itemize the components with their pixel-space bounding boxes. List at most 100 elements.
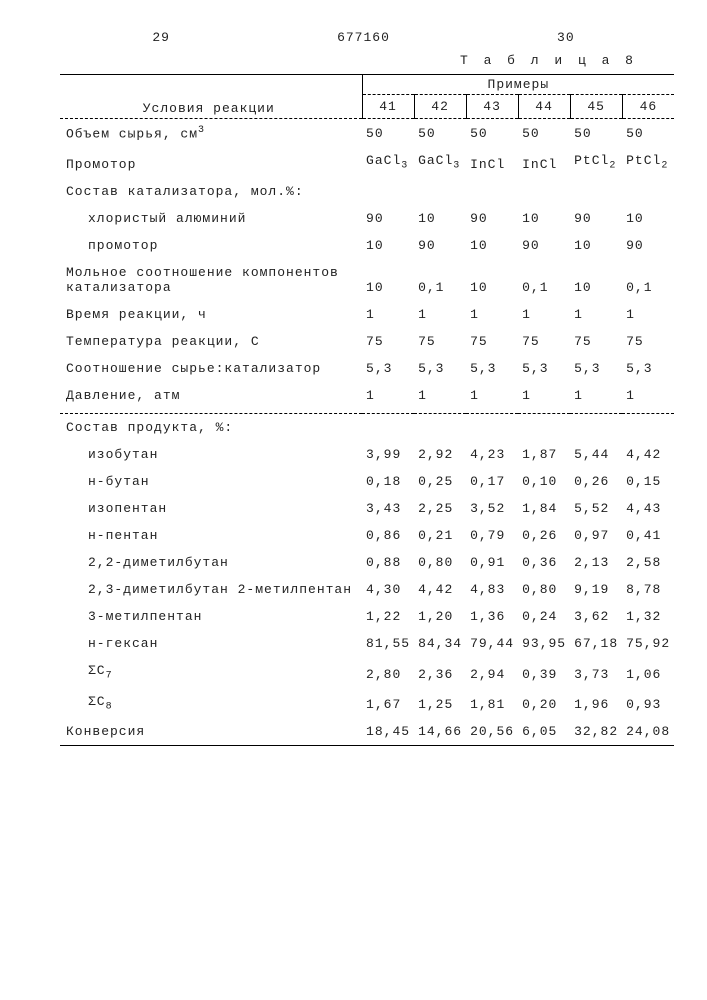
row-label: 2,3-диметилбутан 2-метилпентан xyxy=(60,576,362,603)
cell-value: 1 xyxy=(414,382,466,409)
cell-value: 0,26 xyxy=(518,522,570,549)
cell-value: 1,67 xyxy=(362,688,414,719)
cell-value: 10 xyxy=(362,232,414,259)
cell-value: 90 xyxy=(518,232,570,259)
cell-value: 1,84 xyxy=(518,495,570,522)
cell-value: 90 xyxy=(570,205,622,232)
row-label: Давление, атм xyxy=(60,382,362,409)
cell-value xyxy=(466,178,518,205)
cell-value: 50 xyxy=(622,119,674,148)
cell-value: 0,21 xyxy=(414,522,466,549)
row-label: Состав продукта, %: xyxy=(60,413,362,441)
cell-value: 8,78 xyxy=(622,576,674,603)
table-row: н-гексан81,5584,3479,4493,9567,1875,92 xyxy=(60,630,674,657)
row-label: хлористый алюминий xyxy=(60,205,362,232)
row-label: изобутан xyxy=(60,441,362,468)
cell-value: 0,18 xyxy=(362,468,414,495)
row-label: 3-метилпентан xyxy=(60,603,362,630)
cell-value: 0,79 xyxy=(466,522,518,549)
cell-value: 1 xyxy=(622,301,674,328)
cell-value: 1 xyxy=(518,301,570,328)
cell-value: 75 xyxy=(518,328,570,355)
cell-value: 4,42 xyxy=(414,576,466,603)
cell-value: PtCl2 xyxy=(570,147,622,178)
cell-value: 10 xyxy=(622,205,674,232)
cell-value: 5,3 xyxy=(622,355,674,382)
cell-value: 1 xyxy=(518,382,570,409)
table-row: н-бутан0,180,250,170,100,260,15 xyxy=(60,468,674,495)
cell-value: 3,62 xyxy=(570,603,622,630)
row-label: Состав катализатора, мол.%: xyxy=(60,178,362,205)
cell-value: 75 xyxy=(466,328,518,355)
cell-value: 75 xyxy=(362,328,414,355)
cell-value: 4,83 xyxy=(466,576,518,603)
cell-value xyxy=(622,413,674,441)
cell-value xyxy=(414,178,466,205)
cell-value: 1 xyxy=(622,382,674,409)
row-label: н-гексан xyxy=(60,630,362,657)
cell-value: 10 xyxy=(570,232,622,259)
cell-value: GaCl3 xyxy=(414,147,466,178)
cell-value: 0,26 xyxy=(570,468,622,495)
page-num-left: 29 xyxy=(60,30,262,45)
cell-value xyxy=(362,178,414,205)
cell-value: 50 xyxy=(570,119,622,148)
cell-value: 4,30 xyxy=(362,576,414,603)
cell-value: 1 xyxy=(570,382,622,409)
table-row: хлористый алюминий901090109010 xyxy=(60,205,674,232)
table-row: Температура реакции, С757575757575 xyxy=(60,328,674,355)
cell-value: 0,1 xyxy=(622,259,674,301)
cell-value: 0,80 xyxy=(414,549,466,576)
cell-value: 0,93 xyxy=(622,688,674,719)
table-row: Мольное соотношение компонентов катализа… xyxy=(60,259,674,301)
cell-value: 3,43 xyxy=(362,495,414,522)
cell-value: 0,86 xyxy=(362,522,414,549)
cell-value: 75,92 xyxy=(622,630,674,657)
cell-value: 0,15 xyxy=(622,468,674,495)
cell-value xyxy=(414,413,466,441)
cell-value: 10 xyxy=(518,205,570,232)
col-conditions: Условия реакции xyxy=(60,75,362,119)
cell-value: 79,44 xyxy=(466,630,518,657)
cell-value: 3,99 xyxy=(362,441,414,468)
cell-value: 10 xyxy=(414,205,466,232)
table-row: ПромоторGaCl3GaCl3InClInClPtCl2PtCl2 xyxy=(60,147,674,178)
cell-value: 5,3 xyxy=(414,355,466,382)
cell-value: 0,88 xyxy=(362,549,414,576)
table-row: 3-метилпентан1,221,201,360,243,621,32 xyxy=(60,603,674,630)
cell-value: 0,1 xyxy=(414,259,466,301)
cell-value: 32,82 xyxy=(570,718,622,746)
cell-value: 93,95 xyxy=(518,630,570,657)
col-42: 42 xyxy=(414,95,466,119)
cell-value: 1 xyxy=(466,382,518,409)
col-43: 43 xyxy=(466,95,518,119)
cell-value: 10 xyxy=(362,259,414,301)
col-41: 41 xyxy=(362,95,414,119)
table-row: изопентан3,432,253,521,845,524,43 xyxy=(60,495,674,522)
row-label: н-пентан xyxy=(60,522,362,549)
table-row: Состав катализатора, мол.%: xyxy=(60,178,674,205)
row-label: Объем сырья, см3 xyxy=(60,119,362,148)
cell-value: 2,80 xyxy=(362,657,414,688)
doc-number: 677160 xyxy=(262,30,464,45)
cell-value xyxy=(622,178,674,205)
cell-value: 0,80 xyxy=(518,576,570,603)
cell-value: 1,36 xyxy=(466,603,518,630)
col-44: 44 xyxy=(518,95,570,119)
cell-value: 90 xyxy=(466,205,518,232)
row-label: 2,2-диметилбутан xyxy=(60,549,362,576)
table-row: ΣC72,802,362,940,393,731,06 xyxy=(60,657,674,688)
table-row: Давление, атм111111 xyxy=(60,382,674,409)
table-row: н-пентан0,860,210,790,260,970,41 xyxy=(60,522,674,549)
cell-value: 81,55 xyxy=(362,630,414,657)
cell-value: 1,81 xyxy=(466,688,518,719)
cell-value: 90 xyxy=(362,205,414,232)
cell-value: 50 xyxy=(414,119,466,148)
cell-value: 18,45 xyxy=(362,718,414,746)
cell-value: 1,25 xyxy=(414,688,466,719)
cell-value: 90 xyxy=(414,232,466,259)
cell-value: 10 xyxy=(570,259,622,301)
row-label: Соотношение сырье:катализатор xyxy=(60,355,362,382)
row-label: ΣC8 xyxy=(60,688,362,719)
cell-value: 1,22 xyxy=(362,603,414,630)
